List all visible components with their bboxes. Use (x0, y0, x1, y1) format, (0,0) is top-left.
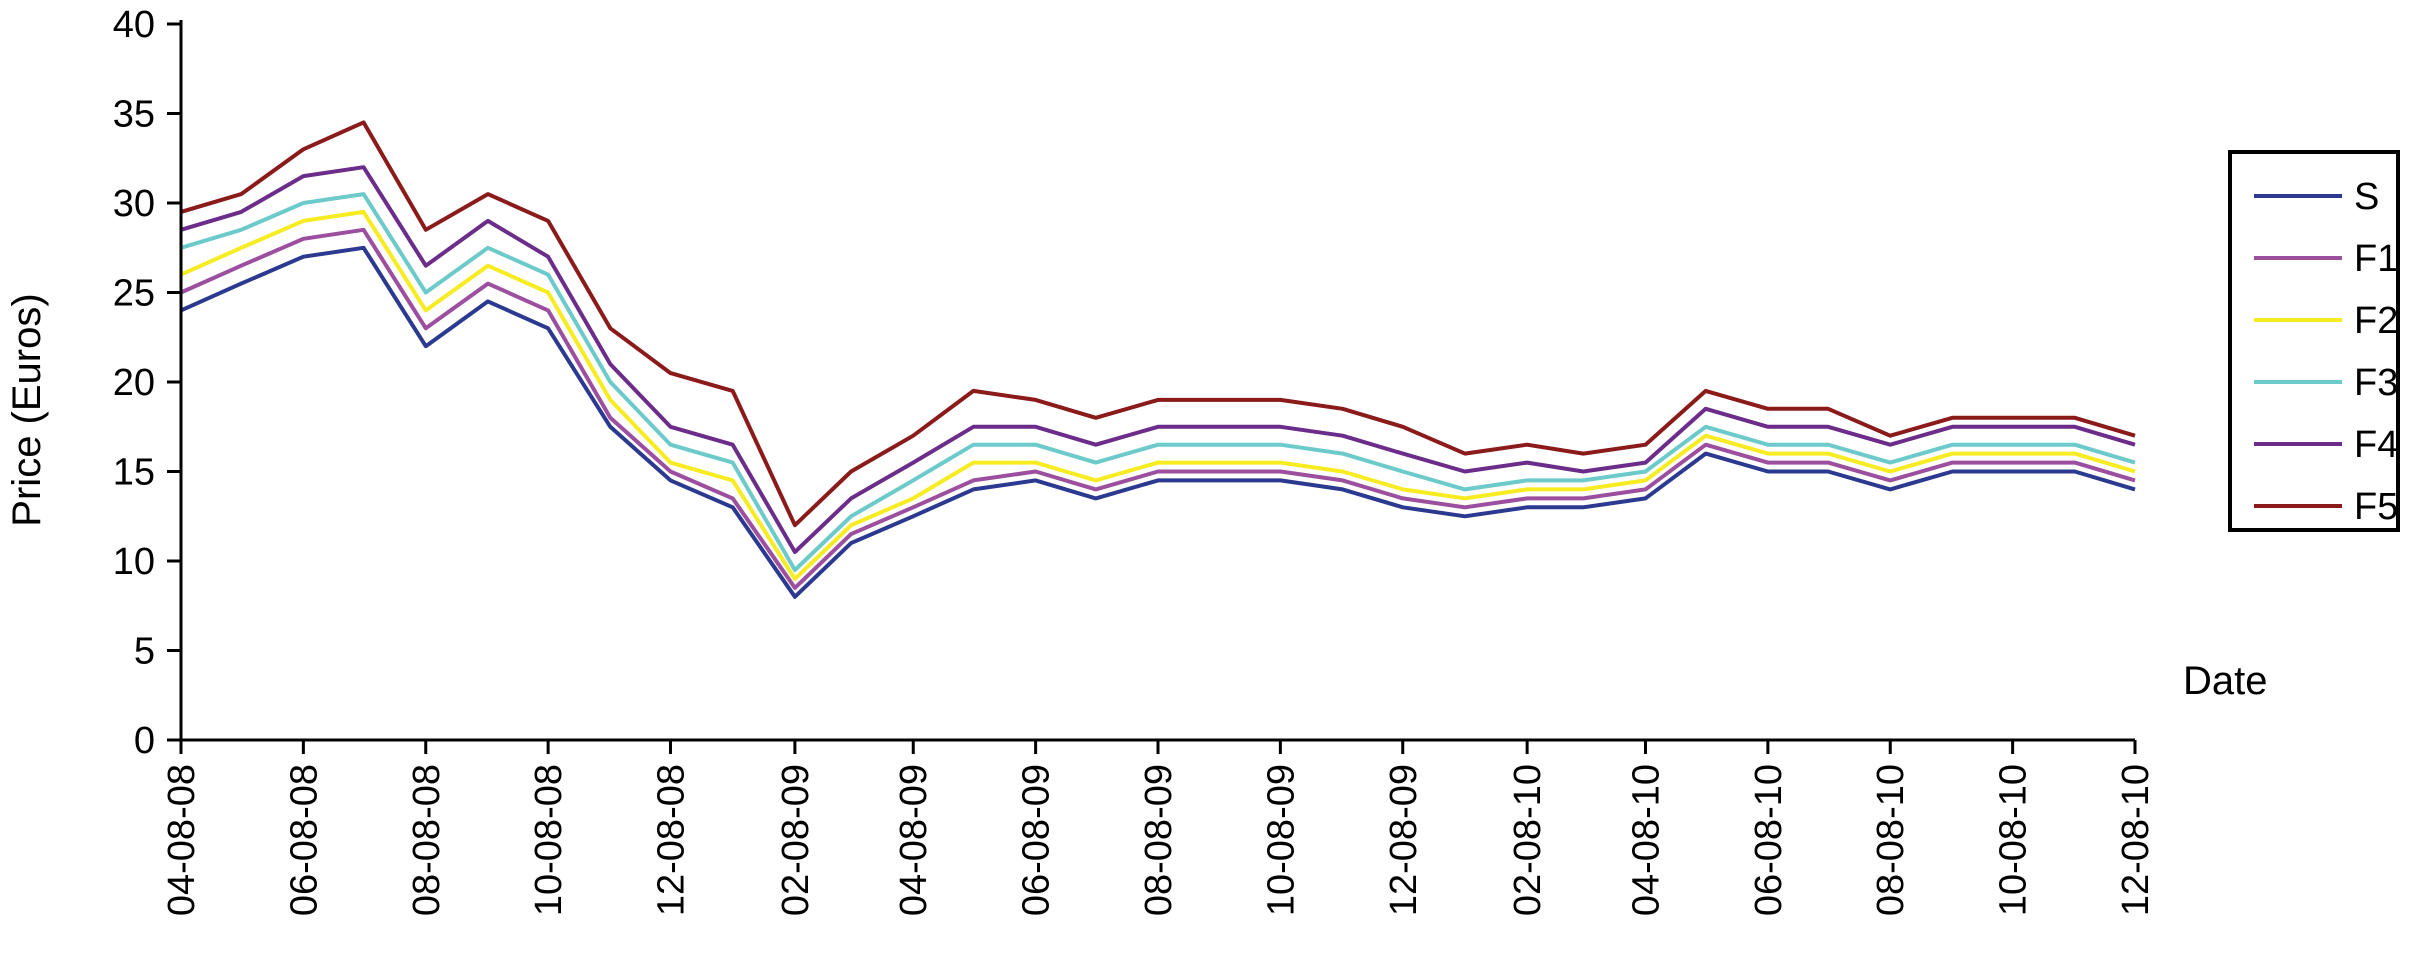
y-tick-label: 20 (113, 362, 155, 404)
x-tick-label: 10-08-09 (1260, 764, 1302, 916)
y-tick-label: 15 (113, 452, 155, 494)
y-axis: 0 5 10 15 20 25 30 35 40 (113, 4, 181, 762)
x-axis: 04-08-08 06-08-08 08-08-08 10-08-08 12-08-08… (161, 740, 2157, 916)
y-tick-label: 40 (113, 4, 155, 46)
y-tick-label: 5 (134, 631, 155, 673)
x-tick-label: 12-08-10 (2115, 764, 2157, 916)
series-line-f4 (180, 165, 2136, 554)
series-line-f2 (180, 209, 2136, 581)
legend-label: F1 (2354, 238, 2398, 280)
x-tick-label: 10-08-10 (1993, 764, 2035, 916)
series-layer (180, 120, 2136, 599)
y-tick-label: 35 (113, 94, 155, 136)
y-tick-label: 30 (113, 183, 155, 225)
legend-label: S (2354, 176, 2379, 218)
x-tick-label: 12-08-08 (651, 764, 693, 916)
x-tick-label: 02-08-10 (1507, 764, 1549, 916)
y-tick-label: 0 (134, 720, 155, 762)
legend: S F1 F2 F3 F4 F5 (2228, 150, 2400, 532)
series-line-s (180, 245, 2136, 599)
legend-label: F5 (2354, 486, 2398, 528)
y-axis-title: Price (Euros) (5, 293, 49, 526)
x-tick-label: 08-08-08 (406, 764, 448, 916)
x-tick-label: 12-08-09 (1383, 764, 1425, 916)
legend-label: F3 (2354, 362, 2398, 404)
x-axis-title: Date (2183, 659, 2268, 703)
legend-box (2228, 150, 2400, 532)
x-tick-label: 10-08-08 (528, 764, 570, 916)
legend-label: F2 (2354, 300, 2398, 342)
legend-label: F4 (2354, 424, 2398, 466)
axes-layer (179, 20, 2135, 742)
x-tick-label: 04-08-09 (893, 764, 935, 916)
series-line-f3 (180, 192, 2136, 572)
x-tick-label: 04-08-10 (1625, 764, 1667, 916)
x-tick-label: 08-08-09 (1138, 764, 1180, 916)
y-tick-label: 25 (113, 273, 155, 315)
series-line-f1 (180, 227, 2136, 590)
x-tick-label: 06-08-10 (1748, 764, 1790, 916)
x-tick-label: 06-08-09 (1016, 764, 1058, 916)
x-tick-label: 08-08-10 (1870, 764, 1912, 916)
x-tick-label: 02-08-09 (775, 764, 817, 916)
series-line-f5 (180, 120, 2136, 528)
x-tick-label: 04-08-08 (161, 764, 203, 916)
y-tick-label: 10 (113, 541, 155, 583)
x-tick-label: 06-08-08 (283, 764, 325, 916)
